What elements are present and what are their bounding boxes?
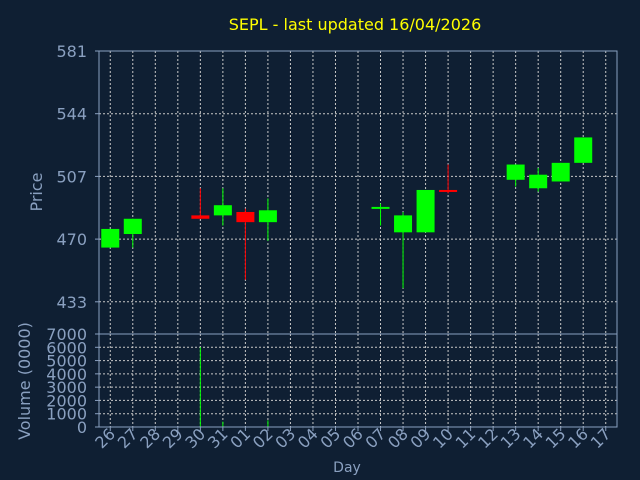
volume-grid bbox=[99, 334, 617, 427]
day-axis: 2627282930310102030405060708091011121314… bbox=[91, 424, 614, 452]
candles bbox=[101, 137, 593, 289]
candle-26 bbox=[101, 228, 120, 248]
candle-15 bbox=[551, 162, 570, 182]
candle-02 bbox=[258, 198, 277, 241]
volume-tick-label: 3000 bbox=[46, 378, 87, 397]
candle-09 bbox=[416, 189, 435, 233]
candle-08 bbox=[394, 211, 413, 289]
volume-tick-label: 4000 bbox=[46, 365, 87, 384]
candle-body bbox=[258, 210, 277, 223]
candle-27 bbox=[123, 218, 142, 248]
volume-tick-label: 1000 bbox=[46, 405, 87, 424]
candle-31 bbox=[213, 188, 232, 226]
volume-tick-label: 0 bbox=[77, 418, 87, 437]
volume-tick-label: 2000 bbox=[46, 391, 87, 410]
candle-body bbox=[101, 228, 120, 248]
candle-body bbox=[551, 162, 570, 182]
day-axis-label: Day bbox=[333, 460, 361, 476]
candle-body bbox=[371, 206, 390, 209]
candle-14 bbox=[529, 167, 548, 192]
candle-body bbox=[394, 215, 413, 233]
candle-10 bbox=[439, 164, 458, 194]
chart-title: SEPL - last updated 16/04/2026 bbox=[229, 15, 482, 34]
volume-bars bbox=[199, 347, 269, 427]
price-axis-label: Price bbox=[27, 172, 46, 211]
volume-tick-label: 5000 bbox=[46, 352, 87, 371]
price-grid bbox=[99, 51, 617, 334]
candle-body bbox=[506, 164, 525, 180]
candle-07 bbox=[371, 203, 390, 226]
candle-30 bbox=[191, 188, 210, 219]
price-tick-label: 470 bbox=[56, 230, 87, 249]
price-tick-label: 507 bbox=[56, 167, 87, 186]
candle-16 bbox=[574, 137, 593, 163]
candle-body bbox=[529, 174, 548, 189]
candle-body bbox=[574, 137, 593, 163]
price-tick-label: 433 bbox=[56, 293, 87, 312]
candle-body bbox=[213, 205, 232, 216]
volume-axis-label: Volume (0000) bbox=[15, 322, 34, 440]
candle-13 bbox=[506, 164, 525, 187]
candle-body bbox=[236, 211, 255, 223]
price-tick-label: 581 bbox=[56, 42, 87, 61]
candle-body bbox=[416, 189, 435, 233]
day-tick-label: 17 bbox=[587, 424, 615, 452]
candle-01 bbox=[236, 208, 255, 280]
candle-body bbox=[191, 215, 210, 219]
candle-body bbox=[123, 218, 142, 235]
price-axis: 433 470 507 544 581 bbox=[56, 42, 99, 312]
price-tick-label: 544 bbox=[56, 105, 87, 124]
volume-tick-label: 6000 bbox=[46, 338, 87, 357]
volume-tick-label: 7000 bbox=[46, 325, 87, 344]
candle-body bbox=[439, 189, 458, 192]
